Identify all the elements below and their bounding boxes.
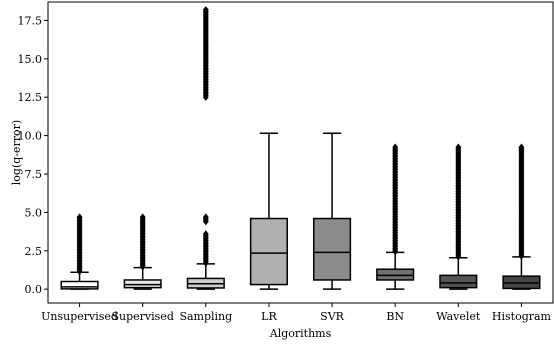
outlier-point bbox=[455, 253, 462, 261]
outlier-point bbox=[518, 252, 525, 260]
y-tick-label: 0.0 bbox=[25, 283, 43, 296]
outliers bbox=[392, 143, 399, 256]
box-body bbox=[249, 217, 288, 286]
outliers bbox=[76, 213, 83, 276]
box-svr bbox=[313, 132, 352, 290]
outlier-point bbox=[202, 259, 209, 267]
outliers bbox=[139, 213, 146, 271]
y-tick-label: 17.5 bbox=[18, 14, 43, 27]
box-body bbox=[60, 280, 99, 290]
outlier-point bbox=[139, 263, 146, 271]
y-tick-label: 15.0 bbox=[18, 53, 43, 66]
box-body bbox=[376, 268, 415, 281]
outliers bbox=[202, 213, 209, 226]
x-tick-label-unsupervised: Unsupervised bbox=[41, 310, 118, 323]
box-body bbox=[123, 279, 162, 289]
box-bn bbox=[376, 143, 415, 290]
plot-marks bbox=[60, 6, 541, 290]
outlier-point bbox=[76, 267, 83, 276]
x-tick-label-sampling: Sampling bbox=[179, 310, 232, 323]
x-tick-label-svr: SVR bbox=[320, 310, 344, 323]
box-histogram bbox=[502, 143, 541, 290]
outlier-point bbox=[392, 247, 399, 256]
plot-frame bbox=[47, 1, 554, 304]
box-wavelet bbox=[439, 143, 478, 290]
y-tick-label: 7.5 bbox=[25, 168, 43, 181]
outliers bbox=[455, 143, 462, 261]
y-tick-label: 12.5 bbox=[18, 91, 43, 104]
outlier-point bbox=[202, 93, 209, 101]
y-tick-label: 2.5 bbox=[25, 245, 43, 258]
outlier-point bbox=[202, 218, 209, 226]
x-axis-label: Algorithms bbox=[269, 327, 332, 340]
box-body bbox=[439, 274, 478, 289]
x-tick-label-bn: BN bbox=[386, 310, 404, 323]
x-tick-label-lr: LR bbox=[261, 310, 277, 323]
y-tick-label: 10.0 bbox=[18, 130, 43, 143]
box-supervised bbox=[123, 213, 162, 290]
x-tick-label-histogram: Histogram bbox=[492, 310, 552, 323]
box-lr bbox=[249, 132, 288, 290]
outliers bbox=[518, 143, 525, 260]
box-body bbox=[502, 275, 541, 290]
box-sampling bbox=[186, 6, 225, 290]
outliers bbox=[202, 230, 209, 267]
box-body bbox=[313, 217, 352, 281]
y-tick-label: 5.0 bbox=[25, 206, 43, 219]
x-tick-label-wavelet: Wavelet bbox=[436, 310, 481, 323]
y-axis-label: log(q-error) bbox=[10, 120, 23, 185]
x-tick-label-supervised: Supervised bbox=[112, 310, 174, 323]
outliers bbox=[202, 6, 209, 101]
y-axis-ticks: 0.0 2.5 5.0 7.5 10.0 12.5 15.0 17.5 bbox=[18, 14, 48, 296]
box-unsupervised bbox=[60, 213, 99, 290]
